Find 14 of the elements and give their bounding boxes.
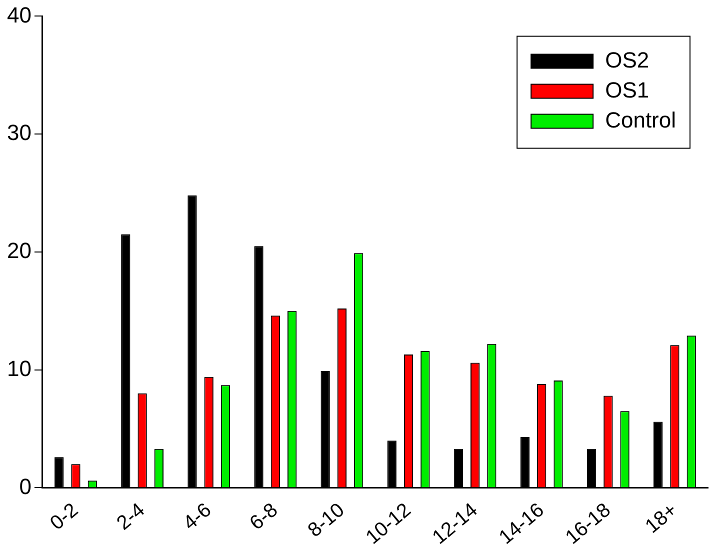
x-tick-label: 18+ <box>641 499 682 538</box>
y-tick-label: 40 <box>6 2 32 28</box>
legend-label: Control <box>605 107 676 132</box>
legend-label: OS2 <box>605 47 650 72</box>
x-tick-label: 2-4 <box>112 499 150 535</box>
x-tick-label: 4-6 <box>179 499 216 535</box>
y-tick-label: 10 <box>6 356 32 381</box>
y-tick-label: 0 <box>19 474 32 499</box>
legend-label: OS1 <box>605 77 650 102</box>
y-tick-label: 20 <box>6 238 32 264</box>
x-tick-label: 8-10 <box>304 499 349 542</box>
x-tick-label: 0-2 <box>46 499 83 535</box>
x-tick-label: 6-8 <box>246 499 282 535</box>
y-tick-label: 30 <box>6 120 32 146</box>
